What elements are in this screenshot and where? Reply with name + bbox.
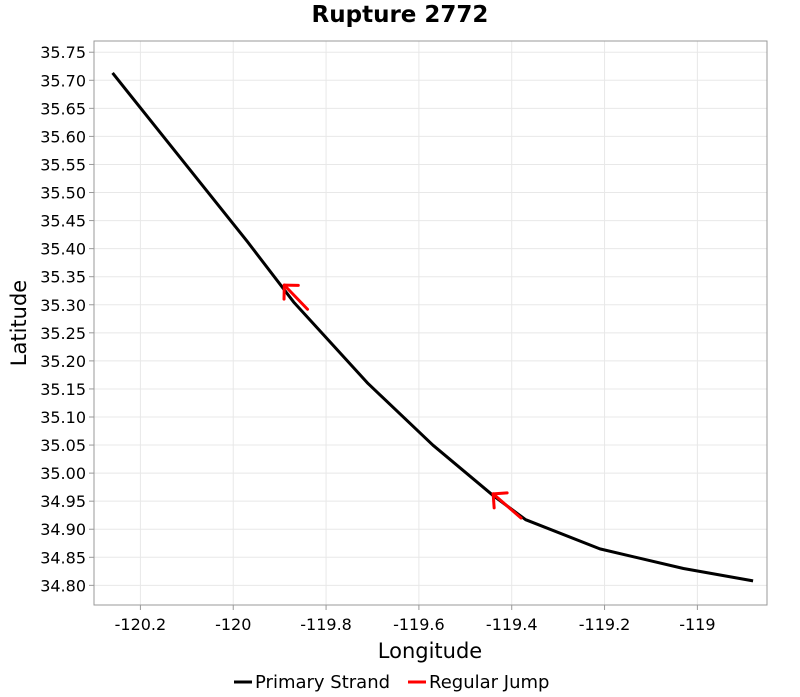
y-tick-label: 34.90 <box>40 520 86 539</box>
y-tick-label: 35.10 <box>40 408 86 427</box>
y-axis-label: Latitude <box>7 280 31 366</box>
x-tick-label: -120 <box>215 615 251 634</box>
y-tick-label: 35.00 <box>40 464 86 483</box>
y-tick-label: 34.80 <box>40 576 86 595</box>
jump-arrow-head <box>491 491 509 496</box>
y-tick-label: 34.95 <box>40 492 86 511</box>
legend-label-regular-jump: Regular Jump <box>429 672 549 693</box>
y-tick-label: 35.45 <box>40 212 86 231</box>
legend-label-primary-strand: Primary Strand <box>255 672 390 693</box>
y-tick-label: 35.05 <box>40 436 86 455</box>
data-layer <box>111 72 754 583</box>
tick-labels: -120.2 -120 -119.8 -119.6 -119.4 -119.2 -119 35… <box>40 43 715 634</box>
series-line-primary-strand <box>111 72 754 583</box>
legend: Primary Strand Regular Jump <box>234 672 549 693</box>
y-tick-label: 35.70 <box>40 71 86 90</box>
x-tick-label: -119 <box>679 615 715 634</box>
chart-title: Rupture 2772 <box>312 2 489 28</box>
y-tick-label: 34.85 <box>40 548 86 567</box>
y-tick-label: 35.35 <box>40 268 86 287</box>
x-tick-label: -119.8 <box>300 615 352 634</box>
x-tick-label: -119.2 <box>579 615 631 634</box>
y-tick-label: 35.40 <box>40 240 86 259</box>
jump-arrow-shaft <box>282 283 310 311</box>
x-axis-label: Longitude <box>378 639 482 663</box>
grid-layer <box>94 41 767 605</box>
y-tick-label: 35.15 <box>40 380 86 399</box>
jump-arrow <box>282 283 310 311</box>
y-tick-label: 35.75 <box>40 43 86 62</box>
y-tick-label: 35.25 <box>40 324 86 343</box>
y-tick-label: 35.50 <box>40 184 86 203</box>
x-tick-label: -120.2 <box>115 615 167 634</box>
y-tick-label: 35.65 <box>40 99 86 118</box>
y-tick-label: 35.60 <box>40 127 86 146</box>
jump-arrow <box>491 491 523 520</box>
x-tick-label: -119.4 <box>486 615 538 634</box>
y-tick-label: 35.55 <box>40 155 86 174</box>
x-tick-label: -119.6 <box>393 615 445 634</box>
y-tick-label: 35.30 <box>40 296 86 315</box>
y-tick-label: 35.20 <box>40 352 86 371</box>
jump-arrow-head <box>491 492 496 510</box>
plot-area-border <box>93 40 768 606</box>
jump-arrow-shaft <box>491 492 523 520</box>
